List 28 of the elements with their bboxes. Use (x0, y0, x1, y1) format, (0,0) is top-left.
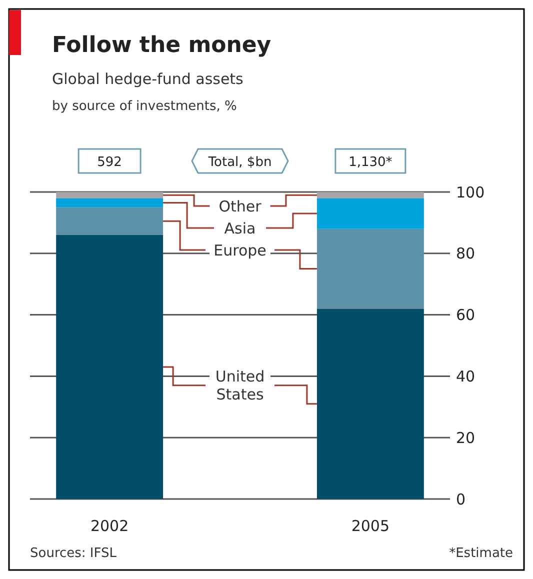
y-tick-label: 0 (456, 490, 466, 508)
x-tick-label: 2005 (351, 517, 390, 535)
annotation: 592 (97, 155, 122, 170)
y-tick-label: 100 (456, 183, 485, 202)
bar (56, 192, 164, 198)
annotation: 1,130* (348, 155, 393, 170)
bar (316, 308, 424, 499)
chart-subtitle: Global hedge-fund assets (52, 70, 244, 88)
text: Other (218, 197, 262, 216)
text: by source of investments, % (52, 99, 237, 114)
y-tick-label: 60 (456, 306, 476, 324)
chart-title: Follow the money (52, 33, 272, 58)
bar (56, 198, 164, 208)
y-tick-label: 40 (456, 367, 476, 386)
bar (56, 234, 164, 499)
text: Asia (224, 219, 256, 238)
bar (316, 198, 424, 229)
text: Total, $bn (207, 155, 272, 170)
text: *Estimate (449, 546, 513, 561)
source-note: Sources: IFSL (30, 546, 118, 561)
bar (56, 207, 164, 235)
text: Europe (214, 241, 266, 260)
bar (316, 192, 424, 198)
x-tick-label: 2002 (90, 517, 129, 535)
text: United States (215, 368, 265, 404)
y-tick-label: 20 (456, 428, 476, 447)
y-tick-label: 80 (456, 244, 476, 263)
bar (316, 228, 424, 309)
